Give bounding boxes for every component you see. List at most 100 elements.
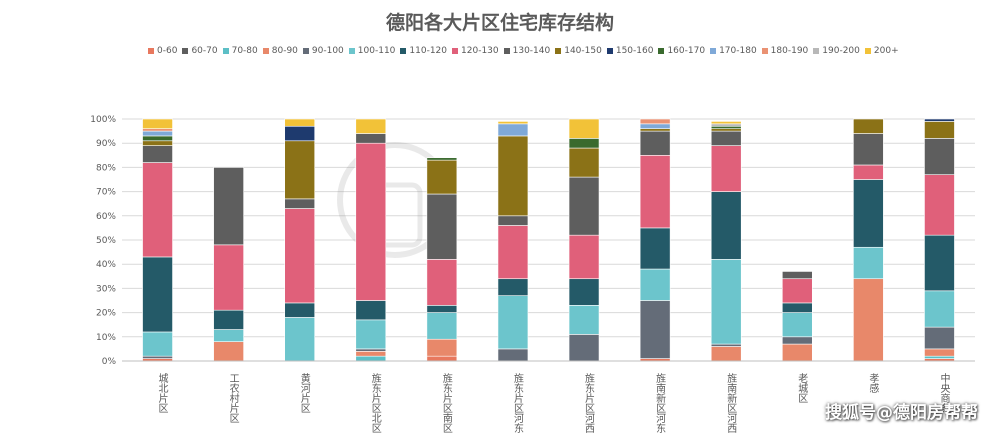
watermark-credit: 搜狐号@德阳房帮帮 [825, 403, 978, 423]
bar-segment [924, 348, 955, 357]
bar-segment [284, 125, 316, 142]
bar-segment [568, 334, 600, 362]
x-tick-label: 老城区 [796, 372, 808, 403]
legend-swatch [606, 48, 613, 54]
bar-segment [924, 234, 955, 292]
x-tick-label: 旌东片区南区 [440, 372, 452, 433]
bar-segment [142, 140, 173, 146]
legend-label: 120-130 [461, 46, 499, 56]
legend-item: 200+ [864, 46, 899, 56]
bar-segment [355, 351, 387, 357]
bar-segment [924, 121, 955, 139]
x-tick-label: 旌东片区河东 [511, 372, 523, 433]
bar-segment [853, 164, 884, 180]
y-tick-label: 90% [96, 139, 116, 149]
y-tick-label: 40% [96, 260, 116, 270]
bar-segment [497, 348, 529, 362]
bar-segment [213, 244, 244, 311]
bar-segment [355, 300, 387, 321]
legend-item: 0-60 [148, 46, 177, 56]
bar-segment [142, 118, 173, 129]
bar-segment [284, 118, 316, 127]
legend-item: 120-130 [452, 46, 499, 56]
bar-segment [568, 234, 600, 280]
legend-swatch [222, 48, 229, 54]
legend-swatch [262, 48, 269, 54]
bar-segment [213, 309, 244, 330]
y-tick-label: 30% [96, 284, 116, 294]
y-tick-label: 70% [96, 188, 116, 198]
bar-segment [426, 355, 458, 362]
bar-segment [853, 118, 884, 134]
legend-swatch [658, 48, 665, 54]
bar-segment [568, 176, 600, 236]
x-tick-label: 旌东片区北区 [369, 372, 381, 433]
legend-item: 180-190 [761, 46, 808, 56]
bar-segment [426, 305, 458, 313]
bar-segment [497, 123, 529, 137]
bar-segment [853, 278, 884, 362]
bar-segment [924, 138, 955, 175]
bar-segment [710, 130, 742, 146]
bar-segment [924, 355, 955, 359]
bar-segment [710, 191, 742, 260]
legend-item: 110-120 [400, 46, 447, 56]
bar-segment [497, 225, 529, 280]
bar-segment [497, 121, 529, 125]
bar-segment [142, 331, 173, 357]
legend-label: 130-140 [512, 46, 551, 56]
bar-segment [426, 157, 458, 161]
bar-segment [710, 128, 742, 132]
legend-swatch [864, 48, 871, 54]
legend-item: 100-110 [348, 46, 395, 56]
legend-item: 140-150 [555, 46, 602, 56]
bar-segment [781, 336, 813, 345]
bar-segment [710, 343, 742, 347]
bar-segment [710, 121, 742, 125]
x-tick-label: 孝感 [867, 373, 879, 393]
legend-label: 80-90 [271, 46, 298, 56]
bar-segment [568, 147, 600, 178]
bar-segment [710, 125, 742, 129]
bar-segment [853, 133, 884, 166]
x-tick-label: 工农村片区 [227, 373, 239, 423]
bar-segment [781, 302, 813, 313]
y-tick-label: 0% [102, 357, 117, 367]
legend-item: 70-80 [222, 46, 258, 56]
x-tick-label: 中央商务 [938, 372, 950, 414]
bar-segment [213, 341, 244, 362]
legend-label: 0-60 [157, 46, 178, 56]
legend-swatch [148, 48, 154, 54]
bar-segment [284, 317, 316, 362]
legend-item: 60-70 [182, 46, 218, 56]
legend-swatch [761, 48, 768, 54]
bar-segment [142, 355, 173, 359]
bar-segment [568, 118, 600, 139]
bar-segment [781, 271, 813, 280]
bar-segment [497, 215, 529, 226]
x-tick-label: 城北片区 [156, 373, 168, 413]
y-tick-label: 50% [96, 236, 116, 246]
bar-segment [284, 140, 316, 200]
bar-segment [284, 208, 316, 304]
bar-segment [710, 346, 742, 362]
legend-item: 130-140 [503, 46, 551, 56]
bar-segment [142, 130, 173, 137]
bar-segment [213, 167, 244, 246]
bar-segment [355, 348, 387, 352]
bar-segment [710, 123, 742, 127]
bar-segment [639, 118, 671, 125]
bar-segment [355, 118, 387, 134]
bar-segment [639, 130, 671, 156]
bar-segment [355, 319, 387, 350]
bar-segment [639, 123, 671, 129]
bar-segment [426, 159, 458, 195]
legend-label: 190-200 [822, 46, 860, 56]
legend-item: 170-180 [710, 46, 757, 56]
bar-segment [355, 133, 387, 144]
legend-item: 160-170 [658, 46, 705, 56]
legend-swatch [503, 48, 510, 54]
x-tick-label: 旌南新区河东 [654, 372, 666, 433]
legend-swatch [813, 48, 820, 54]
x-tick-label: 旌南新区河西 [725, 372, 737, 433]
